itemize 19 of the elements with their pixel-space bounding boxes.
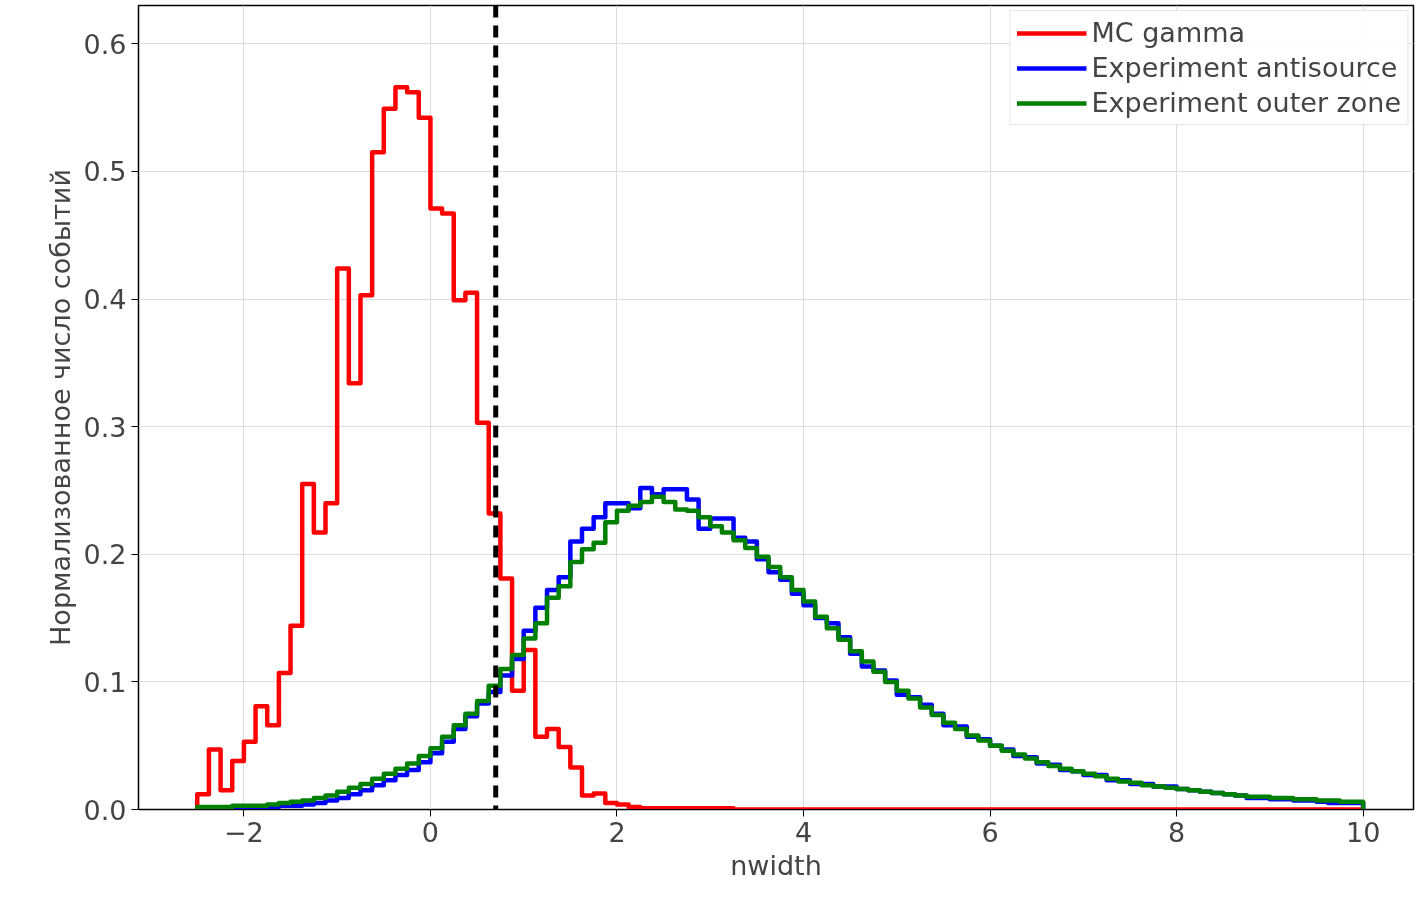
legend-label: Experiment outer zone (1091, 87, 1401, 118)
legend-label: MC gamma (1091, 17, 1246, 48)
x-tick-label: 0 (421, 816, 440, 848)
x-tick-label: 4 (794, 816, 813, 848)
y-axis-title: Нормализованное число событий (44, 169, 76, 646)
x-tick-label: 2 (608, 816, 626, 848)
x-axis-title: nwidth (730, 849, 822, 881)
y-tick-label: 0.2 (83, 539, 127, 571)
y-tick-label: 0.3 (83, 411, 127, 443)
legend-label: Experiment antisource (1091, 52, 1398, 83)
y-tick-label: 0.0 (83, 794, 127, 826)
y-tick-label: 0.6 (83, 28, 127, 60)
x-tick-label: 10 (1345, 816, 1381, 848)
x-tick-label: 6 (981, 816, 999, 848)
x-tick-label: 8 (1168, 816, 1186, 848)
y-tick-label: 0.4 (83, 284, 127, 316)
x-tick-label: −2 (223, 816, 264, 848)
y-tick-label: 0.1 (83, 666, 127, 698)
y-tick-label: 0.5 (83, 156, 127, 188)
